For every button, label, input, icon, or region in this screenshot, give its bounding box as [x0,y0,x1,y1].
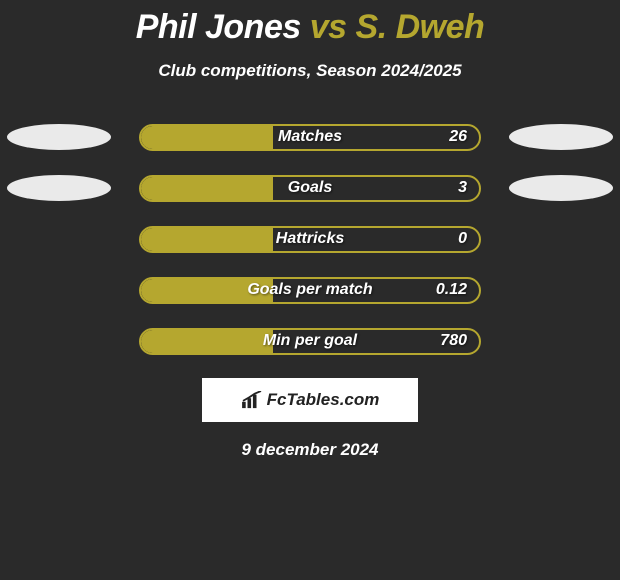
stat-value: 26 [449,128,467,146]
bar-chart-icon [241,391,263,409]
stats-container: Matches 26 Goals 3 Hattricks 0 Goals per… [0,123,620,355]
stat-label: Matches [278,128,342,146]
stat-row: Min per goal 780 [0,327,620,355]
stat-label: Goals [288,179,332,197]
stat-label: Hattricks [276,230,344,248]
stat-bar: Min per goal 780 [139,328,481,355]
comparison-title: Phil Jones vs S. Dweh [0,0,620,47]
marker-placeholder [509,277,613,303]
stat-row: Goals per match 0.12 [0,276,620,304]
stat-label: Min per goal [263,332,357,350]
stat-value: 780 [440,332,467,350]
subtitle: Club competitions, Season 2024/2025 [0,61,620,81]
stat-value: 3 [458,179,467,197]
marker-placeholder [7,328,111,354]
player1-name: Phil Jones [136,8,301,46]
logo-text: FcTables.com [267,390,380,410]
stat-row: Matches 26 [0,123,620,151]
marker-placeholder [509,328,613,354]
stat-value: 0 [458,230,467,248]
stat-bar: Matches 26 [139,124,481,151]
footer-date: 9 december 2024 [0,440,620,460]
stat-label: Goals per match [247,281,372,299]
fctables-logo: FcTables.com [202,378,418,422]
marker-placeholder [7,277,111,303]
player1-marker-icon [7,175,111,201]
stat-bar: Hattricks 0 [139,226,481,253]
vs-text: vs [310,8,347,46]
stat-value: 0.12 [436,281,467,299]
marker-placeholder [509,226,613,252]
stat-bar-fill [141,177,273,200]
player2-marker-icon [509,175,613,201]
stat-bar: Goals per match 0.12 [139,277,481,304]
player2-marker-icon [509,124,613,150]
stat-row: Goals 3 [0,174,620,202]
stat-bar-fill [141,126,273,149]
player1-marker-icon [7,124,111,150]
stat-bar-fill [141,330,273,353]
stat-bar: Goals 3 [139,175,481,202]
stat-bar-fill [141,228,273,251]
player2-name: S. Dweh [356,8,485,46]
marker-placeholder [7,226,111,252]
stat-row: Hattricks 0 [0,225,620,253]
